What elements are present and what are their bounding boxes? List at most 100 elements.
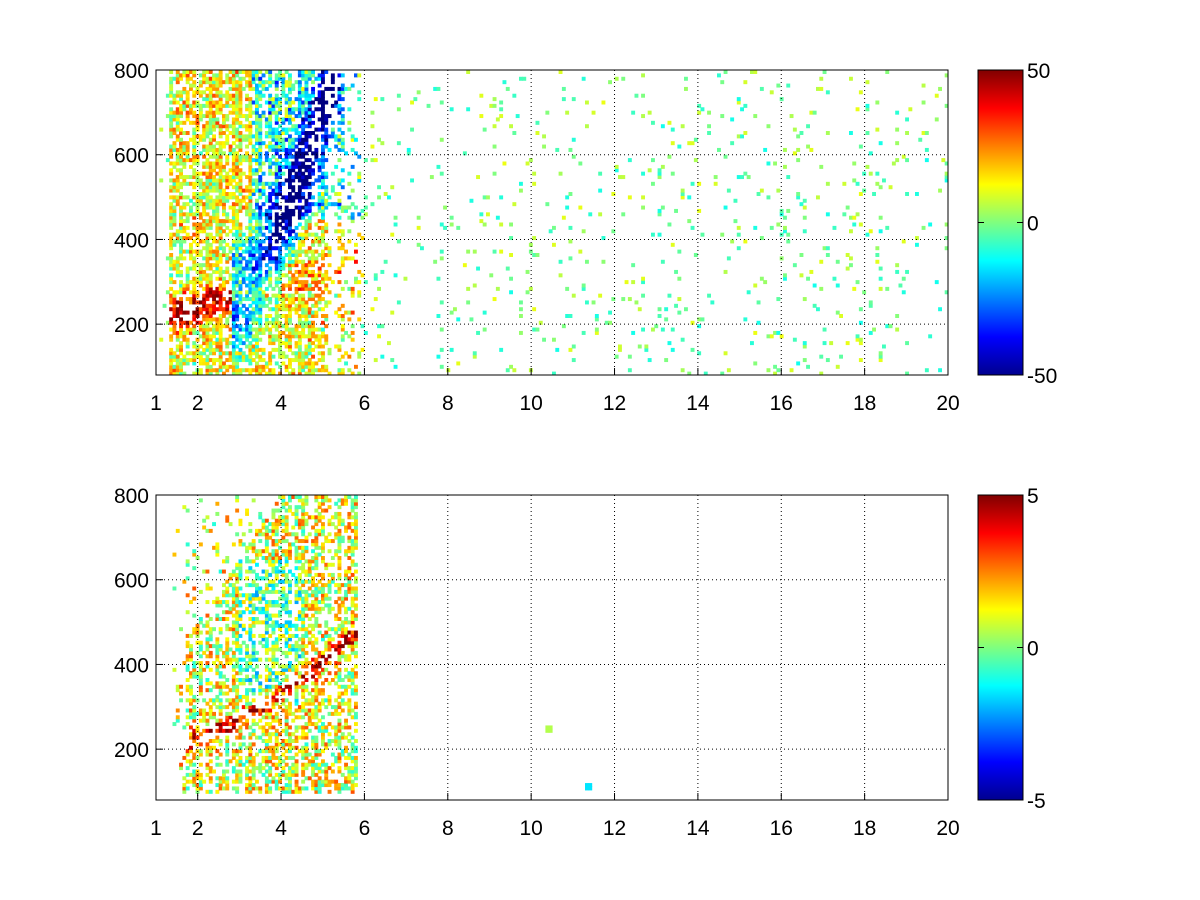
heatmap-cell: [175, 259, 180, 264]
heatmap-cell: [255, 708, 259, 713]
heatmap-cell: [192, 769, 197, 774]
heatmap-cell: [205, 654, 210, 659]
heatmap-cell: [288, 76, 292, 81]
heatmap-cell: [723, 154, 728, 159]
heatmap-cell: [208, 708, 213, 713]
heatmap-cell: [231, 681, 236, 686]
heatmap-cell: [297, 317, 302, 322]
heatmap-cell: [307, 164, 312, 169]
heatmap-cell: [274, 735, 279, 740]
heatmap-cell: [278, 73, 282, 78]
heatmap-cell: [416, 225, 421, 230]
heatmap-cell: [255, 779, 259, 784]
heatmap-cell: [416, 242, 421, 247]
heatmap-cell: [245, 344, 249, 349]
heatmap-cell: [198, 107, 203, 112]
heatmap-cell: [192, 317, 197, 322]
heatmap-cell: [222, 617, 226, 621]
heatmap-cell: [228, 722, 233, 727]
heatmap-cell: [835, 364, 840, 369]
heatmap-cell: [347, 205, 352, 210]
heatmap-cell: [261, 644, 266, 649]
heatmap-cell: [294, 127, 299, 132]
heatmap-cell: [268, 97, 273, 102]
heatmap-cell: [261, 708, 266, 713]
heatmap-cell: [274, 334, 279, 339]
heatmap-cell: [294, 286, 299, 291]
heatmap-cell: [218, 688, 223, 693]
heatmap-cell: [258, 586, 263, 591]
heatmap-cell: [284, 205, 289, 210]
heatmap-cell: [248, 141, 253, 146]
heatmap-cell: [268, 110, 273, 115]
colorbar-label: 0: [1027, 213, 1039, 236]
heatmap-cell: [169, 246, 174, 251]
heatmap-cell: [297, 705, 302, 710]
heatmap-cell: [225, 175, 230, 180]
heatmap-cell: [291, 293, 296, 298]
heatmap-cell: [291, 253, 296, 257]
heatmap-cell: [264, 789, 269, 794]
heatmap-cell: [271, 161, 276, 166]
heatmap-cell: [238, 617, 243, 621]
heatmap-cell: [251, 229, 256, 234]
heatmap-cell: [311, 70, 315, 74]
heatmap-cell: [202, 131, 207, 135]
heatmap-cell: [258, 229, 263, 234]
heatmap-cell: [245, 249, 249, 254]
heatmap-cell: [238, 202, 243, 207]
heatmap-cell: [321, 161, 325, 166]
heatmap-cell: [245, 701, 249, 706]
heatmap-cell: [268, 181, 273, 186]
heatmap-cell: [261, 239, 266, 244]
heatmap-cell: [901, 154, 906, 159]
heatmap-cell: [297, 715, 302, 720]
heatmap-cell: [189, 208, 193, 213]
heatmap-cell: [231, 290, 236, 295]
heatmap-cell: [304, 164, 309, 169]
heatmap-cell: [251, 70, 256, 74]
heatmap-cell: [205, 144, 210, 149]
heatmap-cell: [205, 232, 210, 237]
heatmap-cell: [311, 276, 315, 281]
heatmap-cell: [248, 705, 253, 710]
heatmap-cell: [278, 334, 282, 339]
heatmap-cell: [337, 280, 342, 285]
heatmap-cell: [264, 637, 269, 642]
heatmap-cell: [264, 327, 269, 332]
heatmap-cell: [228, 583, 233, 588]
heatmap-cell: [258, 168, 263, 173]
heatmap-cell: [235, 620, 240, 625]
heatmap-cell: [278, 103, 282, 108]
heatmap-cell: [225, 722, 230, 727]
heatmap-cell: [258, 725, 263, 730]
heatmap-cell: [264, 657, 269, 662]
heatmap-cell: [462, 151, 467, 156]
heatmap-cell: [268, 256, 273, 261]
heatmap-cell: [641, 195, 645, 200]
heatmap-cell: [571, 97, 576, 102]
heatmap-cell: [202, 114, 207, 119]
heatmap-cell: [294, 684, 299, 689]
heatmap-cell: [225, 256, 230, 261]
heatmap-cell: [297, 637, 302, 642]
heatmap-cell: [205, 344, 210, 349]
heatmap-cell: [208, 307, 213, 312]
heatmap-cell: [251, 280, 256, 285]
heatmap-cell: [294, 324, 299, 329]
heatmap-cell: [284, 684, 289, 689]
heatmap-cell: [258, 164, 263, 169]
heatmap-cell: [189, 674, 193, 679]
heatmap-cell: [251, 593, 256, 598]
heatmap-cell: [179, 144, 183, 149]
heatmap-cell: [288, 735, 292, 740]
heatmap-cell: [304, 371, 309, 375]
heatmap-cell: [235, 107, 240, 112]
heatmap-cell: [278, 637, 282, 642]
heatmap-cell: [264, 253, 269, 257]
heatmap-cell: [258, 232, 263, 237]
heatmap-cell: [264, 759, 269, 764]
heatmap-cell: [175, 76, 180, 81]
heatmap-cell: [291, 667, 296, 672]
heatmap-cell: [172, 266, 177, 271]
